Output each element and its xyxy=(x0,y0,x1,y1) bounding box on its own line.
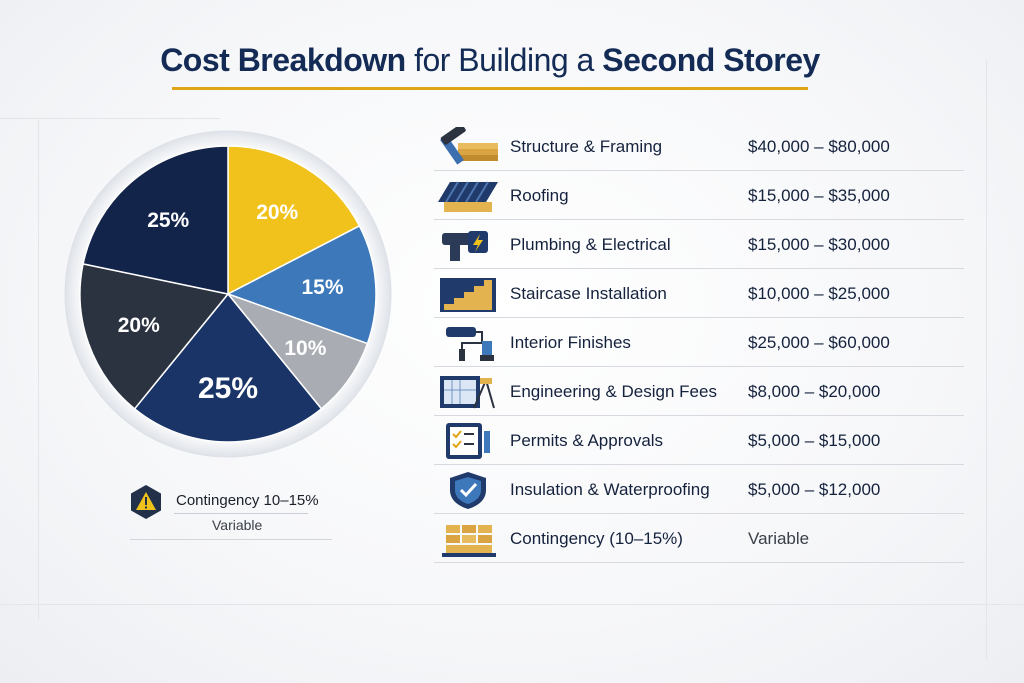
row-label: Plumbing & Electrical xyxy=(510,235,671,254)
roof-icon xyxy=(438,181,498,212)
warning-icon xyxy=(131,485,161,519)
row-divider xyxy=(434,415,964,416)
row-label: Contingency (10–15%) xyxy=(510,529,683,548)
pie-slice xyxy=(227,145,361,296)
contingency-note-subtitle: Variable xyxy=(212,517,263,533)
shield-check-icon xyxy=(450,472,486,509)
row-divider xyxy=(434,562,964,563)
row-label: Engineering & Design Fees xyxy=(510,382,717,401)
pie-slice xyxy=(79,263,230,410)
row-divider xyxy=(434,170,964,171)
row-divider xyxy=(434,268,964,269)
table-row: Interior Finishes $25,000 – $60,000 xyxy=(434,318,964,367)
row-cost: $10,000 – $25,000 xyxy=(748,284,890,303)
row-cost: $15,000 – $30,000 xyxy=(748,235,890,254)
row-label: Insulation & Waterproofing xyxy=(510,480,710,499)
row-divider xyxy=(434,317,964,318)
title-underline xyxy=(172,87,808,90)
pie-slices xyxy=(79,145,377,443)
divider xyxy=(130,539,332,540)
bricks-icon xyxy=(442,525,496,557)
table-row: Contingency (10–15%) Variable xyxy=(434,514,964,563)
divider xyxy=(174,513,308,514)
background-line xyxy=(38,120,39,620)
pie-slice xyxy=(82,145,229,295)
table-row: Structure & Framing $40,000 – $80,000 xyxy=(434,122,964,171)
contingency-note-title: Contingency 10–15% xyxy=(176,492,319,509)
table-row: Permits & Approvals $5,000 – $15,000 xyxy=(434,416,964,465)
pie-slice xyxy=(133,292,323,443)
background-line xyxy=(986,60,987,660)
pipe-electric-icon xyxy=(442,231,488,261)
staircase-icon xyxy=(440,278,496,312)
title-part-3: Second Storey xyxy=(602,42,820,78)
title-part-1: Cost Breakdown xyxy=(160,42,406,78)
page-title: Cost Breakdown for Building a Second Sto… xyxy=(0,42,980,79)
table-row: Engineering & Design Fees $8,000 – $20,0… xyxy=(434,367,964,416)
table-row: Staircase Installation $10,000 – $25,000 xyxy=(434,269,964,318)
row-cost: $15,000 – $35,000 xyxy=(748,186,890,205)
table-row: Insulation & Waterproofing $5,000 – $12,… xyxy=(434,465,964,514)
checklist-icon xyxy=(446,423,490,459)
row-divider xyxy=(434,366,964,367)
pie-slice-label: 20% xyxy=(117,313,160,337)
row-cost: $40,000 – $80,000 xyxy=(748,137,890,156)
background-line xyxy=(0,118,220,119)
pie-slice-label: 25% xyxy=(197,371,259,405)
table-row: Roofing $15,000 – $35,000 xyxy=(434,171,964,220)
paint-roller-icon xyxy=(446,327,494,361)
pie-slice xyxy=(226,224,377,345)
hammer-lumber-icon xyxy=(440,127,498,165)
row-cost: $8,000 – $20,000 xyxy=(748,382,881,401)
pie-slice-label: 10% xyxy=(284,336,327,360)
background-line xyxy=(0,604,1024,605)
row-label: Interior Finishes xyxy=(510,333,631,352)
row-divider xyxy=(434,513,964,514)
table-row: Plumbing & Electrical $15,000 – $30,000 xyxy=(434,220,964,269)
row-cost: $5,000 – $12,000 xyxy=(748,480,881,499)
pie-slice-label: 20% xyxy=(256,201,299,225)
blueprint-icon xyxy=(440,376,495,409)
row-cost: $5,000 – $15,000 xyxy=(748,431,881,450)
row-cost: $25,000 – $60,000 xyxy=(748,333,890,352)
row-divider xyxy=(434,464,964,465)
title-part-2: for Building a xyxy=(405,42,603,78)
pie-slice-label: 25% xyxy=(147,208,190,232)
pie-slice-label: 15% xyxy=(301,275,344,299)
row-divider xyxy=(434,219,964,220)
row-label: Staircase Installation xyxy=(510,284,667,303)
row-label: Roofing xyxy=(510,186,569,205)
row-label: Structure & Framing xyxy=(510,137,663,156)
row-cost: Variable xyxy=(748,529,810,548)
row-label: Permits & Approvals xyxy=(510,431,664,450)
